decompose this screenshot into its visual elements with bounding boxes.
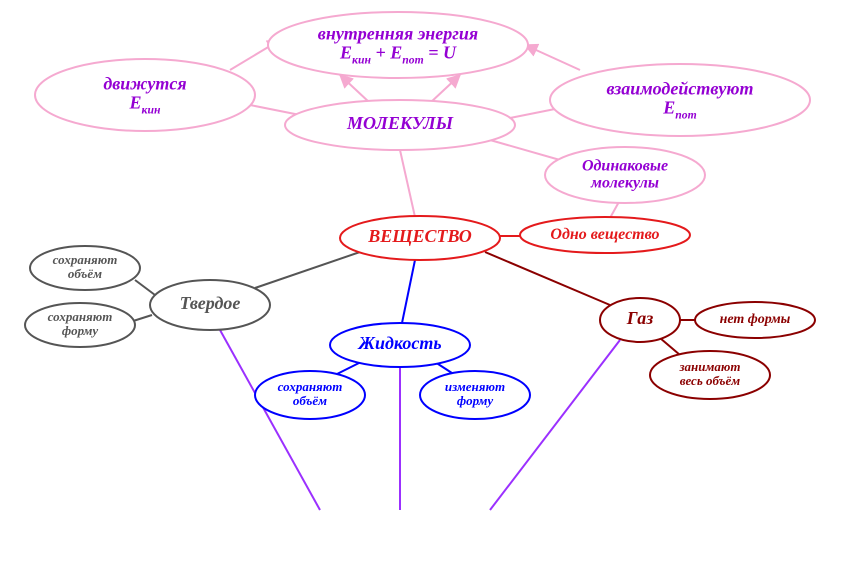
node-solid_vol: сохраняютобъём: [30, 246, 140, 290]
node-energy: внутренняя энергияEкин + Eпот = U: [268, 12, 528, 78]
node-label-same_mol: Одинаковыемолекулы: [582, 157, 668, 191]
node-substance: ВЕЩЕСТВО: [340, 216, 500, 260]
node-label-gas_vol: занимаютвесь объём: [678, 359, 740, 388]
node-label-molecules: МОЛЕКУЛЫ: [346, 113, 454, 133]
nodes-layer: внутренняя энергияEкин + Eпот = U движутс…: [25, 12, 815, 419]
edge-substance-gas: [485, 252, 610, 305]
node-gas_form: нет формы: [695, 302, 815, 338]
edge-molecules-same_mol: [490, 140, 560, 160]
node-label-energy: внутренняя энергияEкин + Eпот = U: [318, 24, 478, 67]
node-label-gas: Газ: [626, 308, 653, 328]
node-molecules: МОЛЕКУЛЫ: [285, 100, 515, 150]
node-liq_vol: сохраняютобъём: [255, 371, 365, 419]
edge-molecules-interact: [510, 108, 560, 118]
node-one_sub: Одно вещество: [520, 217, 690, 253]
node-same_mol: Одинаковыемолекулы: [545, 147, 705, 203]
edge-gas-gas_vol: [660, 338, 680, 355]
node-label-one_sub: Одно вещество: [550, 226, 659, 243]
edge-solid-solid_vol: [135, 280, 155, 295]
node-gas_vol: занимаютвесь объём: [650, 351, 770, 399]
edge-substance-solid: [255, 252, 360, 288]
node-solid_form: сохраняютформу: [25, 303, 135, 347]
concept-map: внутренняя энергияEкин + Eпот = U движутс…: [0, 0, 847, 561]
node-label-gas_form: нет формы: [720, 312, 791, 327]
edge-solid-down1: [220, 330, 320, 510]
node-label-substance: ВЕЩЕСТВО: [367, 226, 471, 246]
node-move: движутсяEкин: [35, 59, 255, 131]
node-label-liquid: Жидкость: [356, 333, 441, 353]
edge-interact-energy: [525, 45, 580, 70]
node-solid: Твердое: [150, 280, 270, 330]
edge-gas-down3: [490, 340, 620, 510]
edge-molecules-energy: [340, 75, 370, 103]
node-label-solid: Твердое: [180, 293, 241, 313]
node-interact: взаимодействуютEпот: [550, 64, 810, 136]
node-gas: Газ: [600, 298, 680, 342]
node-liq_form: изменяютформу: [420, 371, 530, 419]
edge-molecules-substance: [400, 150, 415, 217]
edge-molecules-energy: [430, 75, 460, 103]
edge-molecules-move: [250, 105, 300, 115]
edge-substance-liquid: [402, 260, 415, 323]
node-liquid: Жидкость: [330, 323, 470, 367]
